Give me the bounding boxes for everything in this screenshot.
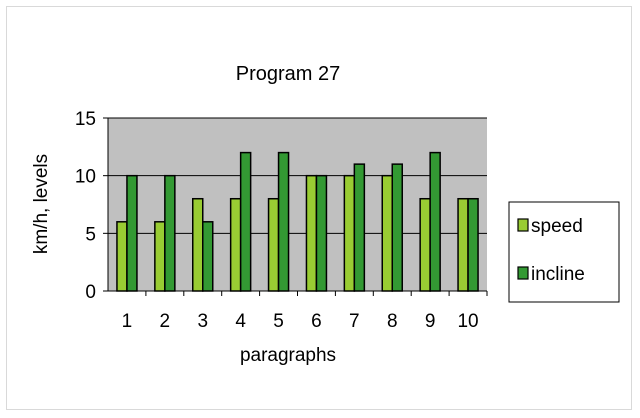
plot-area: 0 5 10 15 1 2 3 4 5 6 7 8 9 10 [75,109,488,332]
bar-incline-4 [239,151,252,292]
x-tick-label: 3 [197,311,208,332]
bar-incline-6 [315,174,328,292]
bar-incline-10 [467,197,479,292]
bar-speed-1 [116,221,128,292]
x-tick-label: 7 [349,311,360,332]
bar-incline-8 [391,163,403,292]
y-tick-label: 5 [85,224,96,245]
x-tick-label: 5 [273,311,284,332]
x-tick-label: 4 [235,311,246,332]
y-tick-label: 15 [75,109,96,130]
x-tick-label: 10 [457,311,478,332]
y-axis-label: km/h, levels [31,154,52,254]
y-tick-label: 10 [75,167,96,188]
legend-swatch-incline [517,266,529,280]
bar-incline-7 [353,163,366,292]
bar-speed-7 [343,174,356,292]
bar-speed-9 [419,197,431,292]
bar-speed-8 [381,174,393,292]
legend-label-incline: incline [531,264,585,285]
x-tick-label: 2 [160,311,171,332]
legend: speed incline [508,201,620,303]
bar-speed-6 [305,174,318,292]
bar-speed-2 [154,221,166,292]
bar-speed-3 [192,197,204,292]
x-tick-label: 1 [122,311,133,332]
y-tick-label: 0 [85,282,96,303]
bar-speed-5 [267,197,280,292]
legend-label-speed: speed [531,216,583,237]
bar-incline-5 [277,151,290,292]
x-axis-label: paragraphs [240,345,336,366]
x-tick-label: 8 [387,311,398,332]
x-tick-label: 6 [311,311,322,332]
x-tick-label: 9 [425,311,436,332]
bar-speed-10 [457,197,469,292]
bar-speed-4 [229,197,242,292]
bar-incline-1 [126,174,138,292]
bar-incline-2 [164,174,176,292]
bar-incline-9 [429,151,441,292]
bar-incline-3 [202,221,214,292]
chart-title: Program 27 [236,63,341,85]
legend-swatch-speed [517,218,529,232]
